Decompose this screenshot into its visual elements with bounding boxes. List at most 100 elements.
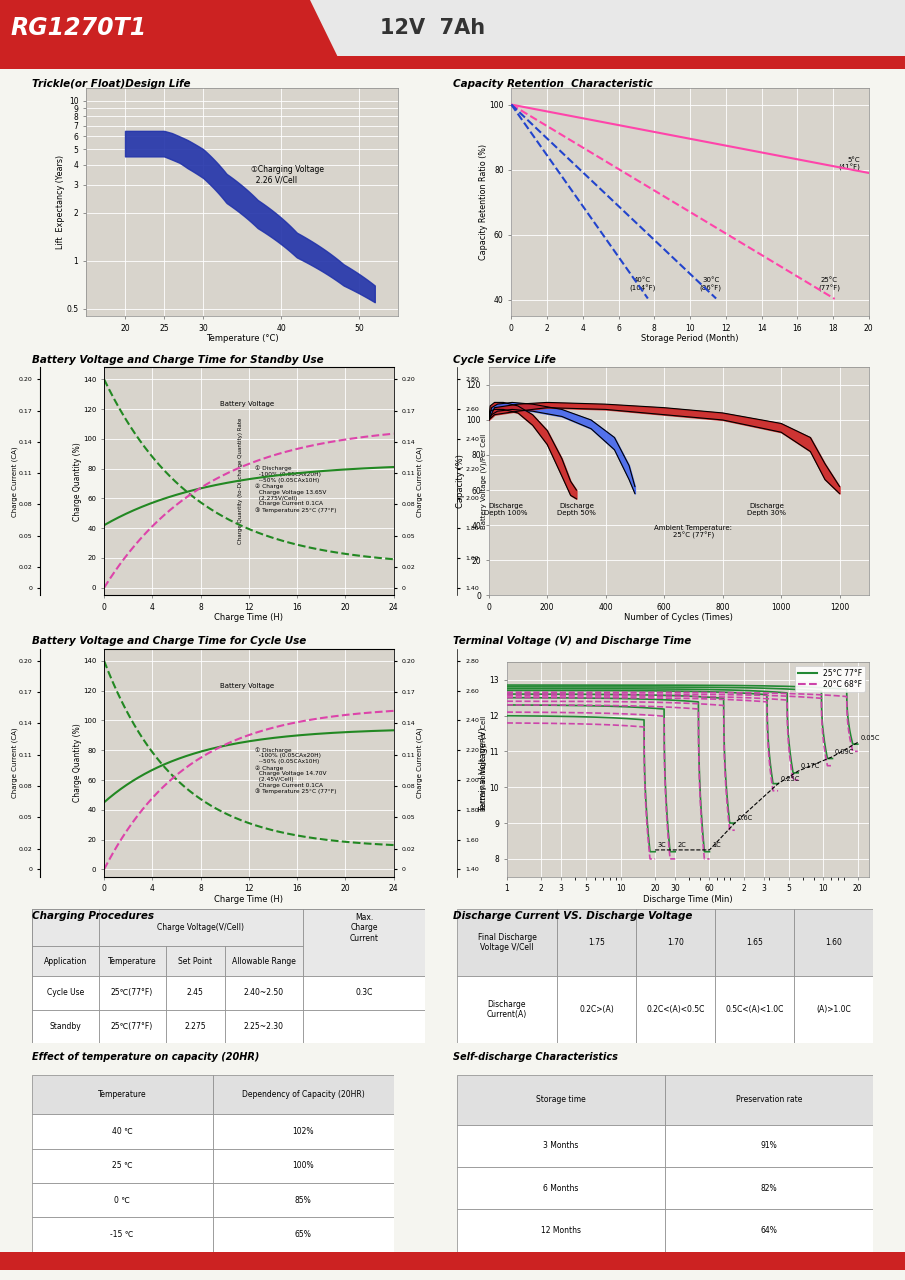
Text: 12V  7Ah: 12V 7Ah [380, 18, 485, 38]
Text: 91%: 91% [761, 1142, 777, 1151]
Text: Charge Quantity (to-Discharge Quantity) Rate: Charge Quantity (to-Discharge Quantity) … [238, 419, 243, 544]
Text: 0.17C: 0.17C [801, 763, 820, 769]
Bar [457, 909, 557, 975]
Text: Cycle Use: Cycle Use [46, 988, 84, 997]
Bar [32, 946, 99, 975]
Text: 25℃(77°F): 25℃(77°F) [111, 1021, 153, 1030]
Text: Battery Voltage: Battery Voltage [220, 682, 274, 689]
Text: 25 ℃: 25 ℃ [112, 1161, 132, 1170]
Text: Terminal Voltage (V) and Discharge Time: Terminal Voltage (V) and Discharge Time [452, 636, 691, 646]
X-axis label: Number of Cycles (Times): Number of Cycles (Times) [624, 613, 733, 622]
Text: 1.70: 1.70 [667, 938, 684, 947]
Y-axis label: Battery Voltage (V)/Per Cell: Battery Voltage (V)/Per Cell [481, 434, 487, 529]
Y-axis label: Charge Current (CA): Charge Current (CA) [11, 727, 17, 799]
Y-axis label: Charge Current (CA): Charge Current (CA) [11, 445, 17, 517]
Text: Set Point: Set Point [178, 956, 212, 965]
Text: Standby: Standby [49, 1021, 81, 1030]
Bar [665, 1167, 873, 1210]
Bar [715, 975, 795, 1043]
Bar [32, 909, 99, 946]
Text: 3 Months: 3 Months [543, 1142, 579, 1151]
Text: Capacity Retention  Characteristic: Capacity Retention Characteristic [452, 79, 653, 90]
Bar [715, 909, 795, 975]
Y-axis label: Charge Quantity (%): Charge Quantity (%) [72, 723, 81, 803]
Text: 12 Months: 12 Months [541, 1226, 581, 1235]
Text: 40°C
(104°F): 40°C (104°F) [629, 278, 656, 292]
Text: 2.275: 2.275 [185, 1021, 205, 1030]
Bar [303, 909, 425, 975]
Text: 30°C
(86°F): 30°C (86°F) [700, 278, 722, 292]
Bar [795, 975, 873, 1043]
Text: 85%: 85% [295, 1196, 311, 1204]
Bar [457, 1167, 665, 1210]
Text: 82%: 82% [761, 1184, 777, 1193]
Bar [213, 1217, 394, 1252]
Bar [224, 946, 303, 975]
Text: 25℃(77°F): 25℃(77°F) [111, 988, 153, 997]
Text: Max.
Charge
Current: Max. Charge Current [350, 913, 379, 942]
X-axis label: Charge Time (H): Charge Time (H) [214, 895, 283, 904]
Text: 0.09C: 0.09C [835, 749, 854, 755]
Polygon shape [310, 0, 340, 61]
Bar [32, 975, 99, 1010]
Text: Effect of temperature on capacity (20HR): Effect of temperature on capacity (20HR) [32, 1052, 259, 1062]
Bar [213, 1114, 394, 1148]
Y-axis label: Lift  Expectancy (Years): Lift Expectancy (Years) [56, 155, 65, 250]
Text: Preservation rate: Preservation rate [736, 1096, 803, 1105]
Bar [636, 909, 715, 975]
Y-axis label: Charge Current (CA): Charge Current (CA) [416, 727, 423, 799]
Text: 0.6C: 0.6C [738, 815, 752, 822]
Text: ① Discharge
  -100% (0.05CAx20H)
  --50% (0.05CAx10H)
② Charge
  Charge Voltage : ① Discharge -100% (0.05CAx20H) --50% (0.… [254, 748, 336, 795]
Bar [166, 946, 224, 975]
Text: RG1270T1: RG1270T1 [10, 17, 147, 40]
Bar [0, 56, 905, 61]
Text: Discharge Current VS. Discharge Voltage: Discharge Current VS. Discharge Voltage [452, 911, 692, 922]
Y-axis label: Charge Quantity (%): Charge Quantity (%) [72, 442, 81, 521]
Text: 0.05C: 0.05C [860, 735, 880, 741]
Text: Temperature: Temperature [108, 956, 157, 965]
Bar [32, 1148, 213, 1183]
Bar [213, 1075, 394, 1114]
Text: Charge Voltage(V/Cell): Charge Voltage(V/Cell) [157, 923, 244, 932]
Bar [32, 1217, 213, 1252]
Text: Dependency of Capacity (20HR): Dependency of Capacity (20HR) [242, 1091, 365, 1100]
Bar [166, 1010, 224, 1043]
Y-axis label: Capacity Retention Ratio (%): Capacity Retention Ratio (%) [479, 145, 488, 260]
Bar [557, 909, 636, 975]
Legend: 25°C 77°F, 20°C 68°F: 25°C 77°F, 20°C 68°F [795, 666, 865, 692]
Text: 0 ℃: 0 ℃ [114, 1196, 130, 1204]
Text: Discharge
Depth 30%: Discharge Depth 30% [747, 503, 786, 516]
Text: 25°C
(77°F): 25°C (77°F) [818, 278, 841, 292]
Text: Cycle Service Life: Cycle Service Life [452, 355, 556, 365]
Text: Trickle(or Float)Design Life: Trickle(or Float)Design Life [32, 79, 190, 90]
Text: Discharge
Depth 50%: Discharge Depth 50% [557, 503, 595, 516]
Bar [665, 1210, 873, 1252]
Text: Discharge
Depth 100%: Discharge Depth 100% [484, 503, 528, 516]
Bar [795, 909, 873, 975]
X-axis label: Charge Time (H): Charge Time (H) [214, 613, 283, 622]
Text: Storage time: Storage time [537, 1096, 586, 1105]
Bar [457, 975, 557, 1043]
Text: 40 ℃: 40 ℃ [112, 1126, 132, 1135]
Text: -15 ℃: -15 ℃ [110, 1230, 134, 1239]
Y-axis label: Capacity (%): Capacity (%) [456, 454, 465, 508]
Bar [557, 975, 636, 1043]
Text: 0.2C<(A)<0.5C: 0.2C<(A)<0.5C [646, 1005, 705, 1014]
Text: 0.5C<(A)<1.0C: 0.5C<(A)<1.0C [726, 1005, 784, 1014]
Text: 0.3C: 0.3C [356, 988, 373, 997]
Bar [665, 1075, 873, 1125]
Bar [32, 1183, 213, 1217]
Text: 3C: 3C [658, 842, 666, 849]
Text: 65%: 65% [295, 1230, 311, 1239]
Text: 1.75: 1.75 [588, 938, 605, 947]
Text: ①Charging Voltage
  2.26 V/Cell: ①Charging Voltage 2.26 V/Cell [252, 165, 325, 184]
Text: Temperature: Temperature [98, 1091, 147, 1100]
Bar [99, 946, 166, 975]
Text: Battery Voltage: Battery Voltage [220, 401, 274, 407]
Bar [99, 909, 303, 946]
Text: Charging Procedures: Charging Procedures [32, 911, 154, 922]
Text: (A)>1.0C: (A)>1.0C [816, 1005, 851, 1014]
Bar [213, 1183, 394, 1217]
Text: 0.2C>(A): 0.2C>(A) [579, 1005, 614, 1014]
Bar [32, 1010, 99, 1043]
